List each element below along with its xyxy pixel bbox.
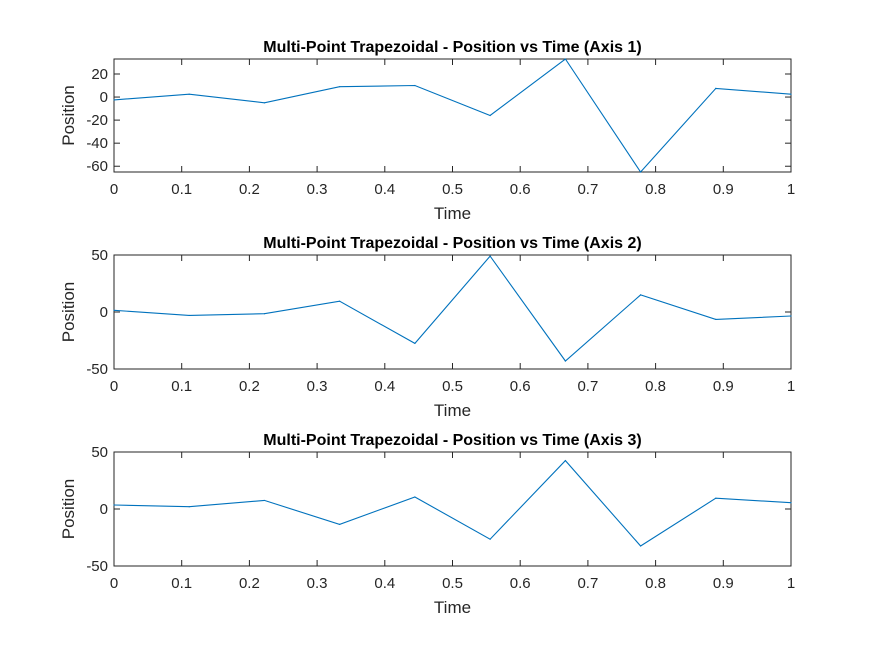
x-tick-label: 0.3 bbox=[307, 181, 328, 198]
y-tick-label: 0 bbox=[100, 89, 108, 106]
data-point bbox=[113, 99, 115, 101]
x-tick-label: 0.6 bbox=[510, 575, 531, 592]
data-point bbox=[263, 313, 266, 315]
x-tick-label: 0.5 bbox=[442, 378, 463, 395]
y-axis-label: Position bbox=[59, 85, 78, 145]
x-tick-label: 0.2 bbox=[239, 181, 260, 198]
data-point bbox=[113, 504, 115, 506]
plot-area bbox=[113, 451, 792, 567]
data-point bbox=[639, 171, 642, 173]
data-point bbox=[564, 459, 566, 462]
data-point bbox=[790, 315, 792, 317]
y-tick-label: 20 bbox=[91, 66, 108, 83]
y-tick-label: -40 bbox=[86, 135, 108, 152]
x-tick-label: 0.7 bbox=[577, 378, 598, 395]
data-point bbox=[790, 93, 792, 95]
data-point bbox=[188, 93, 190, 95]
data-point bbox=[715, 87, 717, 90]
data-point bbox=[489, 538, 491, 540]
x-tick-label: 0.3 bbox=[307, 378, 328, 395]
x-tick-label: 0.4 bbox=[374, 181, 395, 198]
data-point bbox=[639, 545, 642, 547]
data-point bbox=[715, 318, 717, 321]
subplot-axis-2: Multi-Point Trapezoidal - Position vs Ti… bbox=[59, 235, 795, 420]
plot-area bbox=[113, 58, 792, 173]
y-axis-label: Position bbox=[59, 282, 78, 342]
x-tick-label: 0 bbox=[110, 575, 118, 592]
x-tick-label: 0.8 bbox=[645, 575, 666, 592]
chart-title: Multi-Point Trapezoidal - Position vs Ti… bbox=[263, 432, 641, 449]
data-point bbox=[564, 360, 566, 362]
data-point bbox=[188, 314, 190, 317]
x-tick-label: 0 bbox=[110, 181, 118, 198]
x-tick-label: 1 bbox=[787, 575, 795, 592]
y-axis-label: Position bbox=[59, 479, 78, 539]
x-tick-label: 0.9 bbox=[713, 181, 734, 198]
x-tick-label: 0.4 bbox=[374, 378, 395, 395]
plot-area bbox=[113, 254, 792, 370]
data-point bbox=[113, 309, 115, 311]
x-tick-label: 0.8 bbox=[645, 378, 666, 395]
x-tick-label: 0.7 bbox=[577, 575, 598, 592]
x-axis-label: Time bbox=[434, 401, 471, 420]
y-tick-label: 0 bbox=[100, 304, 108, 321]
data-point bbox=[414, 342, 416, 344]
data-point bbox=[489, 255, 491, 257]
x-tick-label: 0.2 bbox=[239, 378, 260, 395]
x-tick-label: 0.4 bbox=[374, 575, 395, 592]
y-tick-label: -50 bbox=[86, 558, 108, 575]
x-tick-label: 1 bbox=[787, 181, 795, 198]
data-point bbox=[790, 502, 792, 504]
x-tick-label: 0.6 bbox=[510, 378, 531, 395]
x-tick-label: 0.3 bbox=[307, 575, 328, 592]
x-tick-label: 1 bbox=[787, 378, 795, 395]
x-tick-label: 0.7 bbox=[577, 181, 598, 198]
y-tick-label: -20 bbox=[86, 112, 108, 129]
data-point bbox=[263, 102, 266, 104]
data-point bbox=[414, 496, 416, 498]
series-line bbox=[113, 58, 792, 173]
series-line bbox=[113, 459, 792, 547]
x-tick-label: 0.9 bbox=[713, 575, 734, 592]
subplot-axis-1: Multi-Point Trapezoidal - Position vs Ti… bbox=[59, 39, 795, 223]
x-tick-label: 0.5 bbox=[442, 575, 463, 592]
data-point bbox=[188, 506, 190, 508]
data-point bbox=[639, 294, 642, 296]
x-tick-label: 0 bbox=[110, 378, 118, 395]
y-tick-label: -50 bbox=[86, 361, 108, 378]
x-tick-label: 0.1 bbox=[171, 575, 192, 592]
x-tick-label: 0.6 bbox=[510, 181, 531, 198]
data-point bbox=[489, 114, 491, 117]
data-point bbox=[263, 499, 266, 502]
data-point bbox=[414, 84, 416, 87]
x-tick-label: 0.1 bbox=[171, 181, 192, 198]
data-point bbox=[715, 497, 717, 499]
x-axis-label: Time bbox=[434, 598, 471, 617]
data-point bbox=[339, 300, 341, 302]
x-tick-label: 0.9 bbox=[713, 378, 734, 395]
y-tick-label: -60 bbox=[86, 158, 108, 175]
x-tick-label: 0.1 bbox=[171, 378, 192, 395]
series-line bbox=[113, 255, 792, 362]
chart-title: Multi-Point Trapezoidal - Position vs Ti… bbox=[263, 235, 641, 252]
x-tick-label: 0.5 bbox=[442, 181, 463, 198]
x-axis-label: Time bbox=[434, 204, 471, 223]
data-point bbox=[339, 86, 341, 88]
data-point bbox=[339, 523, 341, 525]
y-tick-label: 50 bbox=[91, 444, 108, 461]
y-tick-label: 50 bbox=[91, 247, 108, 264]
x-tick-label: 0.8 bbox=[645, 181, 666, 198]
subplot-axis-3: Multi-Point Trapezoidal - Position vs Ti… bbox=[59, 432, 795, 617]
y-tick-label: 0 bbox=[100, 501, 108, 518]
chart-title: Multi-Point Trapezoidal - Position vs Ti… bbox=[263, 39, 641, 56]
x-tick-label: 0.2 bbox=[239, 575, 260, 592]
data-point bbox=[564, 58, 566, 60]
